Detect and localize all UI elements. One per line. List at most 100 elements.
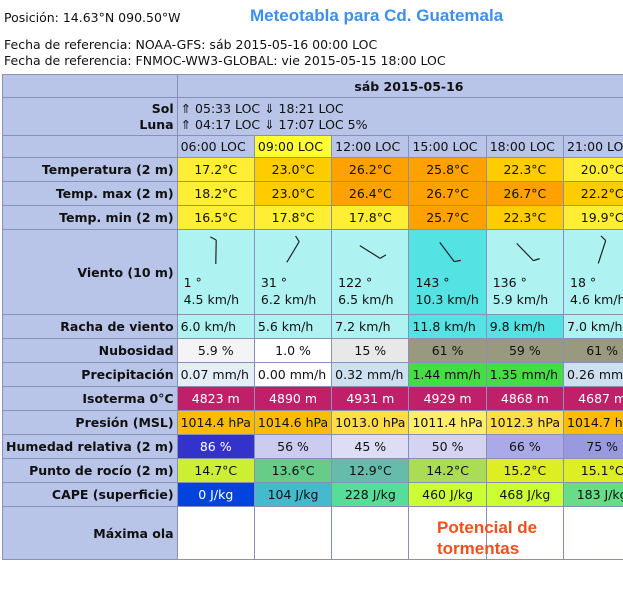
value-cell: 16.5°C bbox=[176, 205, 255, 230]
value-cell: 14.7°C bbox=[176, 458, 255, 483]
value-cell: 1014.7 hPa bbox=[563, 410, 623, 435]
value-cell: 0.00 mm/h bbox=[253, 362, 333, 387]
value-cell: 1014.4 hPa bbox=[176, 410, 255, 435]
value-cell: 15 % bbox=[331, 338, 410, 363]
wind-barb-icon bbox=[286, 235, 300, 263]
meteo-table: sáb 2015-05-16 Sol Luna ⇑ 05:33 LOC ⇓ 18… bbox=[2, 74, 623, 560]
value-cell: 17.8°C bbox=[253, 205, 333, 230]
value-cell: 22.3°C bbox=[485, 157, 565, 182]
value-cell: 12.9°C bbox=[331, 458, 410, 483]
sun-moon-labels: Sol Luna bbox=[2, 97, 178, 136]
wind-barb-icon bbox=[209, 236, 217, 265]
value-cell: 66 % bbox=[485, 434, 565, 459]
hour-cell: 18:00 LOC bbox=[485, 135, 565, 158]
value-cell: 1011.4 hPa bbox=[408, 410, 487, 435]
wave-cell bbox=[408, 506, 487, 560]
value-cell: 7.0 km/h bbox=[563, 314, 623, 339]
row-label: Isoterma 0°C bbox=[2, 386, 178, 411]
wind-direction: 31 ° bbox=[260, 275, 288, 290]
value-cell: 59 % bbox=[485, 338, 565, 363]
sun-label: Sol bbox=[151, 100, 174, 116]
hour-cell: 09:00 LOC bbox=[253, 135, 333, 158]
value-cell: 86 % bbox=[176, 434, 255, 459]
value-cell: 56 % bbox=[253, 434, 333, 459]
value-cell: 4868 m bbox=[485, 386, 565, 411]
value-cell: 22.2°C bbox=[563, 181, 623, 206]
wind-values: 122 ° 6.5 km/h bbox=[338, 274, 393, 308]
value-cell: 13.6°C bbox=[253, 458, 333, 483]
wave-cell bbox=[331, 506, 410, 560]
value-cell: 1014.6 hPa bbox=[253, 410, 333, 435]
value-cell: 26.7°C bbox=[485, 181, 565, 206]
wind-direction: 143 ° bbox=[415, 275, 450, 290]
wind-cell: 1 ° 4.5 km/h bbox=[176, 229, 255, 315]
value-cell: 4823 m bbox=[176, 386, 255, 411]
value-cell: 0.07 mm/h bbox=[176, 362, 255, 387]
value-cell: 75 % bbox=[563, 434, 623, 459]
value-cell: 50 % bbox=[408, 434, 487, 459]
wind-barb-icon bbox=[515, 242, 540, 262]
value-cell: 26.2°C bbox=[331, 157, 410, 182]
row-label: Máxima ola bbox=[2, 506, 178, 560]
value-cell: 5.6 km/h bbox=[253, 314, 333, 339]
wind-values: 1 ° 4.5 km/h bbox=[184, 274, 239, 308]
sun-times: ⇑ 05:33 LOC ⇓ 18:21 LOC bbox=[180, 100, 344, 116]
wind-barb-icon bbox=[439, 242, 462, 263]
value-cell: 460 J/kg bbox=[408, 482, 487, 507]
row-label: Precipitación bbox=[2, 362, 178, 387]
wind-direction: 1 ° bbox=[183, 275, 202, 290]
hour-cell: 15:00 LOC bbox=[408, 135, 487, 158]
value-cell: 4687 m bbox=[563, 386, 623, 411]
wind-cell: 31 ° 6.2 km/h bbox=[253, 229, 333, 315]
row-label: Temp. min (2 m) bbox=[2, 205, 178, 230]
wind-values: 18 ° 4.6 km/h bbox=[570, 274, 623, 308]
row-label: Humedad relativa (2 m) bbox=[2, 434, 178, 459]
value-cell: 22.3°C bbox=[485, 205, 565, 230]
wind-cell: 18 ° 4.6 km/h bbox=[563, 229, 623, 315]
date-corner-cell bbox=[2, 74, 178, 98]
value-cell: 1.44 mm/h bbox=[408, 362, 487, 387]
value-cell: 25.7°C bbox=[408, 205, 487, 230]
row-label: Punto de rocío (2 m) bbox=[2, 458, 178, 483]
value-cell: 15.1°C bbox=[563, 458, 623, 483]
wind-speed: 5.9 km/h bbox=[492, 292, 549, 307]
value-cell: 61 % bbox=[563, 338, 623, 363]
wind-speed: 4.6 km/h bbox=[570, 292, 623, 307]
value-cell: 1.35 mm/h bbox=[485, 362, 565, 387]
row-label: Presión (MSL) bbox=[2, 410, 178, 435]
value-cell: 1012.3 hPa bbox=[485, 410, 565, 435]
value-cell: 0.32 mm/h bbox=[331, 362, 410, 387]
value-cell: 4931 m bbox=[331, 386, 410, 411]
row-label: Nubosidad bbox=[2, 338, 178, 363]
row-label: Temperatura (2 m) bbox=[2, 157, 178, 182]
value-cell: 45 % bbox=[331, 434, 410, 459]
wind-direction: 18 ° bbox=[570, 275, 597, 290]
wind-values: 136 ° 5.9 km/h bbox=[493, 274, 548, 308]
wave-cell bbox=[253, 506, 333, 560]
value-cell: 26.4°C bbox=[331, 181, 410, 206]
row-label: CAPE (superficie) bbox=[2, 482, 178, 507]
wind-cell: 143 ° 10.3 km/h bbox=[408, 229, 487, 315]
value-cell: 1013.0 hPa bbox=[331, 410, 410, 435]
value-cell: 9.8 km/h bbox=[485, 314, 565, 339]
value-cell: 23.0°C bbox=[253, 181, 333, 206]
value-cell: 15.2°C bbox=[485, 458, 565, 483]
wave-cell bbox=[176, 506, 255, 560]
wind-speed: 10.3 km/h bbox=[415, 292, 479, 307]
storm-annotation: Potencial de tormentas bbox=[437, 517, 537, 559]
value-cell: 18.2°C bbox=[176, 181, 255, 206]
row-label: Viento (10 m) bbox=[2, 229, 178, 315]
storm-annotation-line1: Potencial de bbox=[437, 518, 538, 537]
value-cell: 6.0 km/h bbox=[176, 314, 255, 339]
reference-date-ww3: Fecha de referencia: FNMOC-WW3-GLOBAL: v… bbox=[4, 53, 446, 68]
wind-values: 143 ° 10.3 km/h bbox=[415, 274, 478, 308]
value-cell: 17.8°C bbox=[331, 205, 410, 230]
wind-direction: 136 ° bbox=[492, 275, 527, 290]
wave-cell bbox=[485, 506, 565, 560]
value-cell: 17.2°C bbox=[176, 157, 255, 182]
wind-cell: 122 ° 6.5 km/h bbox=[331, 229, 410, 315]
value-cell: 20.0°C bbox=[563, 157, 623, 182]
hour-cell: 21:00 LOC bbox=[563, 135, 623, 158]
value-cell: 7.2 km/h bbox=[331, 314, 410, 339]
value-cell: 14.2°C bbox=[408, 458, 487, 483]
